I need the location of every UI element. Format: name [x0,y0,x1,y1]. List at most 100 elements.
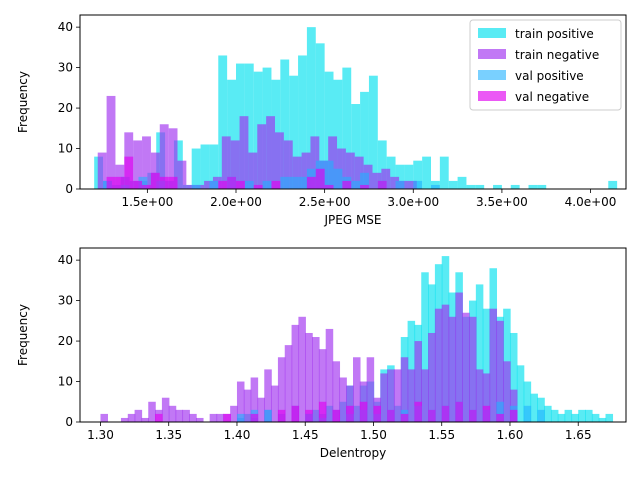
histogram-bar [275,132,284,189]
histogram-bar [390,176,400,189]
histogram-bar [509,332,518,422]
legend-swatch [478,28,506,38]
histogram-bar [289,75,299,189]
histogram-bar [510,184,520,189]
histogram-bar [342,67,352,189]
histogram-bar [312,337,320,422]
histogram-bar [191,148,201,189]
histogram-bar [155,413,163,422]
histogram-bar [301,152,311,189]
histogram-bar [248,152,258,189]
histogram-bar [422,156,431,189]
histogram-bar [216,413,225,422]
histogram-bar [236,381,245,422]
y-tick-label: 20 [58,101,73,115]
histogram-bar [223,413,231,422]
histogram-bar [324,184,334,189]
histogram-bar [244,180,254,189]
histogram-bar [291,324,300,422]
histogram-bar [106,95,116,189]
histogram-bar [168,176,178,189]
y-tick-label: 40 [58,20,73,34]
histogram-bar [414,401,422,422]
x-tick-label: 1.5e+00 [121,195,173,209]
histogram-bar [428,332,436,422]
histogram-bar [413,160,423,189]
legend: train positive train negative val positive… [469,19,622,111]
histogram-bar [227,176,236,189]
y-tick-label: 10 [58,375,73,389]
x-tick-label: 1.50 [360,428,387,442]
histogram-bar [159,176,169,189]
histogram-bar [441,304,450,422]
histogram-bar [354,156,364,189]
histogram-bar [387,369,395,422]
histogram-bar [359,381,368,422]
histogram-bar [306,176,316,189]
series-val-negative [106,156,387,189]
histogram-bar [386,156,396,189]
legend-label: val positive [515,69,584,83]
histogram-bar [253,184,263,189]
y-tick-label: 20 [58,334,73,348]
histogram-bar [239,116,249,189]
histogram-bar [431,184,440,189]
histogram-bar [127,413,136,422]
histogram-bar [318,349,327,422]
histogram-bar [298,55,307,189]
y-tick-label: 0 [65,415,73,429]
x-tick-label: 2.5e+00 [299,195,351,209]
histogram-bar [608,180,618,189]
histogram-bar [333,168,343,189]
histogram-bar [441,405,450,422]
histogram-bar [236,413,245,422]
histogram-bar [100,413,108,422]
histogram-bar [106,176,116,189]
x-axis-label: Delentropy [320,446,386,460]
histogram-bar [243,389,252,422]
x-tick-label: 2.0e+00 [210,195,262,209]
histogram-bar [315,43,325,189]
histogram-bar [292,156,302,189]
histogram-bar [305,332,313,422]
histogram-bar [332,409,341,422]
x-tick-label: 1.35 [155,428,182,442]
histogram-bar [159,124,169,189]
histogram-bar [455,401,463,422]
histogram-bar [150,152,160,189]
histogram-bar [493,184,502,189]
histogram-bar [277,357,286,422]
histogram-bar [434,308,443,422]
histogram-bar [537,409,545,422]
x-tick-label: 1.60 [497,428,524,442]
histogram-bar [346,385,354,422]
histogram-bar [257,124,267,189]
histogram-bar [368,75,378,189]
histogram-bar [523,381,532,422]
histogram-bar [291,405,300,422]
histogram-bar [227,79,236,189]
histogram-bar [360,172,369,189]
histogram-bar [482,373,491,422]
histogram-bar [585,409,593,422]
legend-swatch [478,91,506,101]
histogram-bar [289,176,299,189]
histogram-bar [407,369,416,422]
histogram-bar [509,409,518,422]
histogram-bar [97,152,107,189]
histogram-bar [516,365,525,422]
histogram-bar [353,357,361,422]
histogram-bar [421,369,429,422]
histogram-bar [168,405,177,422]
histogram-bar [475,184,485,189]
histogram-bar [466,184,476,189]
histogram-bar [339,377,347,422]
legend-swatch [478,49,506,59]
x-tick-label: 1.55 [428,428,455,442]
legend-swatch [478,70,506,80]
y-axis-label: Frequency [16,71,30,133]
histogram-bar [530,393,538,422]
x-tick-label: 1.45 [292,428,319,442]
legend-label: val negative [515,90,589,104]
x-tick-label: 1.65 [565,428,592,442]
